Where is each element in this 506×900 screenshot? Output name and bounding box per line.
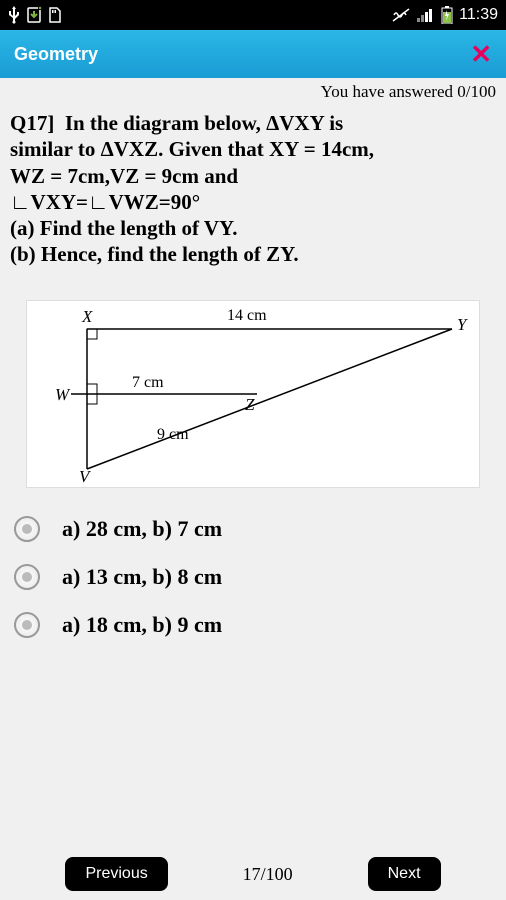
progress-text: You have answered 0/100 <box>0 78 506 104</box>
vibrate-icon <box>391 7 411 23</box>
radio-2[interactable] <box>14 564 40 590</box>
option-2[interactable]: a) 13 cm, b) 8 cm <box>14 564 492 590</box>
status-bar: 11:39 <box>0 0 506 30</box>
label-7cm: 7 cm <box>132 374 164 392</box>
option-3[interactable]: a) 18 cm, b) 9 cm <box>14 612 492 638</box>
app-title: Geometry <box>14 44 98 65</box>
next-button[interactable]: Next <box>368 857 441 891</box>
radio-3[interactable] <box>14 612 40 638</box>
label-v: V <box>79 467 89 487</box>
sd-icon <box>48 6 62 24</box>
label-w: W <box>55 385 69 405</box>
label-x: X <box>82 307 92 327</box>
label-y: Y <box>457 315 466 335</box>
option-1[interactable]: a) 28 cm, b) 7 cm <box>14 516 492 542</box>
label-14cm: 14 cm <box>227 307 267 325</box>
radio-1[interactable] <box>14 516 40 542</box>
footer-nav: Previous 17/100 Next <box>0 848 506 900</box>
option-1-label: a) 28 cm, b) 7 cm <box>62 516 222 542</box>
diagram: X Y W Z V 14 cm 7 cm 9 cm <box>26 300 480 488</box>
option-2-label: a) 13 cm, b) 8 cm <box>62 564 222 590</box>
usb-icon <box>8 6 20 24</box>
question-text: Q17] In the diagram below, ΔVXY is simil… <box>0 104 506 278</box>
close-button[interactable]: ✕ <box>470 39 492 70</box>
app-header: Geometry ✕ <box>0 30 506 78</box>
battery-icon <box>441 6 453 24</box>
option-3-label: a) 18 cm, b) 9 cm <box>62 612 222 638</box>
options-list: a) 28 cm, b) 7 cm a) 13 cm, b) 8 cm a) 1… <box>0 516 506 638</box>
download-icon <box>26 6 42 24</box>
previous-button[interactable]: Previous <box>65 857 167 891</box>
clock: 11:39 <box>459 6 498 24</box>
label-z: Z <box>245 395 254 415</box>
page-indicator: 17/100 <box>243 864 293 885</box>
label-9cm: 9 cm <box>157 426 189 444</box>
signal-icon <box>417 8 435 22</box>
